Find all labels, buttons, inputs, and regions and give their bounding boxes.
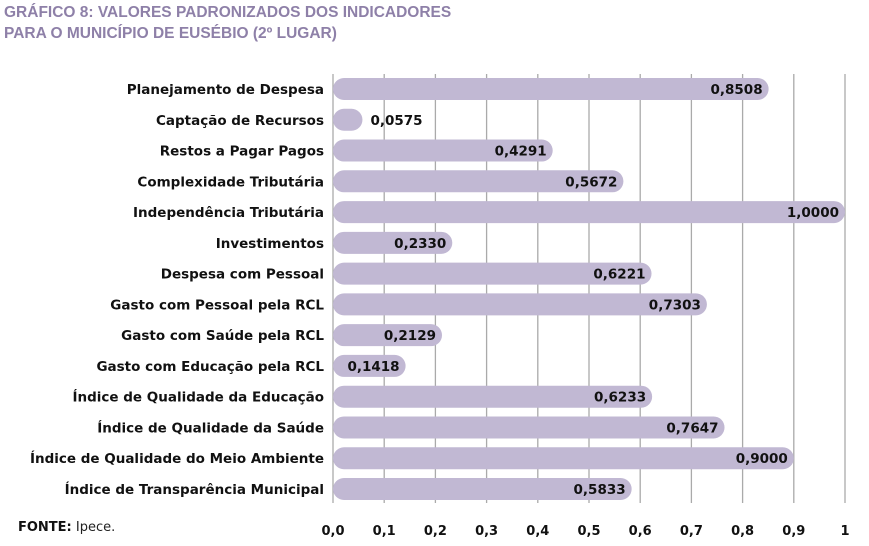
data-label: 0,7303 [649, 297, 701, 313]
x-tick-label: 0,8 [731, 524, 754, 539]
bar [333, 416, 725, 439]
bar [333, 170, 624, 193]
data-label: 0,7647 [666, 420, 718, 436]
x-tick-label: 0,1 [373, 524, 396, 539]
x-tick-label: 0,0 [321, 524, 344, 539]
bar [333, 293, 707, 316]
bar [333, 447, 794, 470]
x-tick-label: 0,7 [680, 524, 703, 539]
category-label: Planejamento de Despesa [127, 82, 324, 98]
data-label: 0,1418 [347, 359, 399, 375]
bar [333, 262, 652, 285]
source-note: FONTE: Ipece. [18, 520, 115, 535]
data-label: 0,9000 [736, 451, 788, 467]
x-tick-label: 0,4 [526, 524, 549, 539]
category-label: Complexidade Tributária [137, 174, 324, 190]
category-label: Índice de Qualidade da Saúde [97, 419, 324, 436]
data-label: 0,2129 [384, 328, 436, 344]
title-line-1: GRÁFICO 8: VALORES PADRONIZADOS DOS INDI… [4, 4, 452, 21]
category-label: Índice de Qualidade do Meio Ambiente [30, 450, 324, 467]
source-label: FONTE: [18, 520, 72, 535]
bar [333, 385, 653, 408]
bar [333, 78, 769, 100]
title-line-2: PARA O MUNICÍPIO DE EUSÉBIO (2º LUGAR) [4, 25, 337, 42]
category-label: Independência Tributária [133, 205, 324, 221]
bar [333, 324, 443, 347]
data-label: 0,2330 [394, 236, 446, 252]
category-label: Índice de Transparência Municipal [65, 481, 324, 498]
x-tick-label: 1 [840, 524, 849, 539]
data-label: 0,5833 [574, 482, 626, 498]
bar [333, 108, 363, 131]
data-label: 1,0000 [787, 205, 839, 221]
x-tick-label: 0,9 [782, 524, 805, 539]
category-label: Índice de Qualidade da Educação [72, 389, 324, 406]
data-label: 0,6221 [593, 267, 645, 283]
category-label: Gasto com Educação pela RCL [96, 359, 324, 375]
category-label: Captação de Recursos [156, 113, 324, 129]
x-tick-label: 0,2 [424, 524, 447, 539]
x-tick-label: 0,3 [475, 524, 498, 539]
category-label: Gasto com Saúde pela RCL [121, 328, 324, 344]
data-label: 0,5672 [565, 174, 617, 190]
x-tick-label: 0,5 [577, 524, 600, 539]
chart-title: GRÁFICO 8: VALORES PADRONIZADOS DOS INDI… [4, 2, 451, 44]
bar [333, 231, 453, 254]
bar [333, 201, 845, 224]
category-label: Gasto com Pessoal pela RCL [110, 297, 324, 313]
category-label: Despesa com Pessoal [161, 267, 324, 283]
data-label: 0,6233 [594, 390, 646, 406]
data-label: 0,8508 [711, 82, 763, 98]
category-label: Restos a Pagar Pagos [160, 144, 324, 160]
bar [333, 354, 406, 377]
bar [333, 139, 553, 162]
data-label: 0,0575 [370, 113, 422, 129]
data-label: 0,4291 [495, 144, 547, 160]
bar [333, 478, 632, 500]
source-text: Ipece. [75, 520, 116, 535]
category-label: Investimentos [216, 236, 324, 252]
x-tick-label: 0,6 [629, 524, 652, 539]
